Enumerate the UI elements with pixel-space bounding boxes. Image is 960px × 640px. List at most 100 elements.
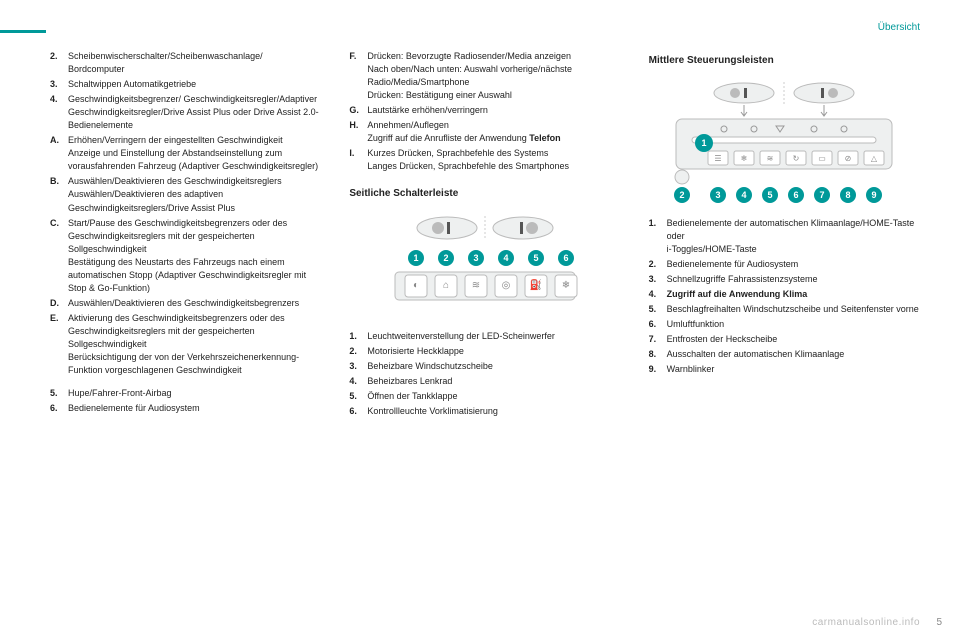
svg-text:△: △ bbox=[871, 154, 878, 163]
svg-text:3: 3 bbox=[716, 190, 721, 200]
svg-text:⊘: ⊘ bbox=[845, 154, 852, 163]
list-item-text: Beheizbare Windschutzscheibe bbox=[367, 360, 620, 373]
svg-text:2: 2 bbox=[443, 253, 448, 263]
list-item: 3.Schaltwippen Automatikgetriebe bbox=[50, 78, 321, 91]
list-item-text: Erhöhen/Verringern der eingestellten Ges… bbox=[68, 134, 321, 173]
list-item-key: 6. bbox=[349, 405, 367, 418]
list-item-text: Motorisierte Heckklappe bbox=[367, 345, 620, 358]
list-item: 3.Schnellzugriffe Fahrassistenzsysteme bbox=[649, 273, 920, 286]
svg-text:☰: ☰ bbox=[715, 154, 722, 163]
list-item-text: Aktivierung des Geschwindigkeitsbegrenze… bbox=[68, 312, 321, 377]
list-item: 5.Beschlagfreihalten Windschutzscheibe u… bbox=[649, 303, 920, 316]
col1-list2: 5.Hupe/Fahrer-Front-Airbag 6.Bedienelemen… bbox=[50, 387, 321, 415]
svg-text:1: 1 bbox=[702, 138, 707, 148]
list-item-text: Öffnen der Tankklappe bbox=[367, 390, 620, 403]
list-item: 6.Kontrollleuchte Vorklimatisierung bbox=[349, 405, 620, 418]
list-item: C.Start/Pause des Geschwindigkeitsbegren… bbox=[50, 217, 321, 295]
list-item: D.Auswählen/Deaktivieren des Geschwindig… bbox=[50, 297, 321, 310]
svg-text:2: 2 bbox=[680, 190, 685, 200]
svg-text:1: 1 bbox=[413, 253, 418, 263]
list-item-key: 7. bbox=[649, 333, 667, 346]
list-item-text: Beheizbares Lenkrad bbox=[367, 375, 620, 388]
list-item: 2.Scheibenwischerschalter/Scheibenwascha… bbox=[50, 50, 321, 76]
svg-text:9: 9 bbox=[872, 190, 877, 200]
list-item-text: Schaltwippen Automatikgetriebe bbox=[68, 78, 321, 91]
svg-text:6: 6 bbox=[794, 190, 799, 200]
side-switch-diagram: ◐ ⌂ ≋ ◎ ⛽ ❄ 1 2 3 4 5 6 bbox=[349, 210, 620, 320]
list-item: I.Kurzes Drücken, Sprachbefehle des Syst… bbox=[349, 147, 620, 173]
list-item-key: 4. bbox=[649, 288, 667, 301]
list-item-key: 3. bbox=[349, 360, 367, 373]
svg-text:5: 5 bbox=[768, 190, 773, 200]
list-item: 6.Bedienelemente für Audiosystem bbox=[50, 402, 321, 415]
list-item: F.Drücken: Bevorzugte Radiosender/Media … bbox=[349, 50, 620, 102]
svg-text:≋: ≋ bbox=[472, 280, 480, 291]
svg-text:≋: ≋ bbox=[767, 154, 774, 163]
list-item-key: 5. bbox=[649, 303, 667, 316]
col2-list1: F.Drücken: Bevorzugte Radiosender/Media … bbox=[349, 50, 620, 173]
svg-text:❄: ❄ bbox=[562, 280, 570, 291]
list-item-text: Warnblinker bbox=[667, 363, 920, 376]
list-item: 2.Motorisierte Heckklappe bbox=[349, 345, 620, 358]
list-item-key: 2. bbox=[50, 50, 68, 76]
list-item-key: 6. bbox=[649, 318, 667, 331]
list-item-key: 5. bbox=[349, 390, 367, 403]
list-item: 8.Ausschalten der automatischen Klimaanl… bbox=[649, 348, 920, 361]
list-item: 9.Warnblinker bbox=[649, 363, 920, 376]
list-item-text: Start/Pause des Geschwindigkeitsbegrenze… bbox=[68, 217, 321, 295]
svg-text:6: 6 bbox=[563, 253, 568, 263]
list-item: 7.Entfrosten der Heckscheibe bbox=[649, 333, 920, 346]
list-item-text: Zugriff auf die Anwendung Klima bbox=[667, 288, 920, 301]
list-item: B.Auswählen/Deaktivieren des Geschwindig… bbox=[50, 175, 321, 214]
list-item-text: Annehmen/AuflegenZugriff auf die Anrufli… bbox=[367, 119, 620, 145]
svg-text:3: 3 bbox=[473, 253, 478, 263]
list-item: 4.Geschwindigkeitsbegrenzer/ Geschwindig… bbox=[50, 93, 321, 132]
list-item: 4.Beheizbares Lenkrad bbox=[349, 375, 620, 388]
list-item-key: F. bbox=[349, 50, 367, 102]
list-item-key: D. bbox=[50, 297, 68, 310]
list-item-key: A. bbox=[50, 134, 68, 173]
col3-section-title: Mittlere Steuerungsleisten bbox=[649, 54, 920, 69]
page-number: 5 bbox=[936, 617, 942, 628]
col3-list1: 1.Bedienelemente der automatischen Klima… bbox=[649, 217, 920, 377]
svg-text:▭: ▭ bbox=[819, 154, 827, 163]
list-item-key: 9. bbox=[649, 363, 667, 376]
svg-text:⌂: ⌂ bbox=[443, 280, 449, 291]
list-item-text: Schnellzugriffe Fahrassistenzsysteme bbox=[667, 273, 920, 286]
column-2: F.Drücken: Bevorzugte Radiosender/Media … bbox=[349, 50, 620, 612]
list-item: 1.Leuchtweitenverstellung der LED-Schein… bbox=[349, 330, 620, 343]
svg-text:4: 4 bbox=[503, 253, 508, 263]
list-item-key: 4. bbox=[349, 375, 367, 388]
list-item: 6.Umluftfunktion bbox=[649, 318, 920, 331]
list-item-key: B. bbox=[50, 175, 68, 214]
list-item-text: Entfrosten der Heckscheibe bbox=[667, 333, 920, 346]
list-item: 3.Beheizbare Windschutzscheibe bbox=[349, 360, 620, 373]
list-item: 2.Bedienelemente für Audiosystem bbox=[649, 258, 920, 271]
svg-text:⛽: ⛽ bbox=[530, 278, 542, 291]
list-item: 5.Öffnen der Tankklappe bbox=[349, 390, 620, 403]
list-item: G.Lautstärke erhöhen/verringern bbox=[349, 104, 620, 117]
list-item-text: Bedienelemente der automatischen Klimaan… bbox=[667, 217, 920, 256]
list-item-text: Leuchtweitenverstellung der LED-Scheinwe… bbox=[367, 330, 620, 343]
col2-section-title: Seitliche Schalterleiste bbox=[349, 187, 620, 202]
svg-text:◐: ◐ bbox=[413, 280, 419, 291]
list-item-text: Drücken: Bevorzugte Radiosender/Media an… bbox=[367, 50, 620, 102]
list-item-text: Kontrollleuchte Vorklimatisierung bbox=[367, 405, 620, 418]
svg-text:↻: ↻ bbox=[793, 154, 800, 163]
list-item-text: Scheibenwischerschalter/Scheibenwaschanl… bbox=[68, 50, 321, 76]
list-item: 5.Hupe/Fahrer-Front-Airbag bbox=[50, 387, 321, 400]
svg-text:5: 5 bbox=[533, 253, 538, 263]
list-item-text: Kurzes Drücken, Sprachbefehle des System… bbox=[367, 147, 620, 173]
list-item-key: 4. bbox=[50, 93, 68, 132]
column-3: Mittlere Steuerungsleisten bbox=[649, 50, 920, 612]
list-item-key: 2. bbox=[349, 345, 367, 358]
list-item-key: E. bbox=[50, 312, 68, 377]
list-item-text: Ausschalten der automatischen Klimaanlag… bbox=[667, 348, 920, 361]
list-item-key: 1. bbox=[649, 217, 667, 256]
list-item-text: Lautstärke erhöhen/verringern bbox=[367, 104, 620, 117]
col1-list1: 2.Scheibenwischerschalter/Scheibenwascha… bbox=[50, 50, 321, 377]
svg-text:◎: ◎ bbox=[502, 280, 511, 291]
list-item-key: 3. bbox=[50, 78, 68, 91]
list-item: 4.Zugriff auf die Anwendung Klima bbox=[649, 288, 920, 301]
list-item-text: Auswählen/Deaktivieren des Geschwindigke… bbox=[68, 175, 321, 214]
